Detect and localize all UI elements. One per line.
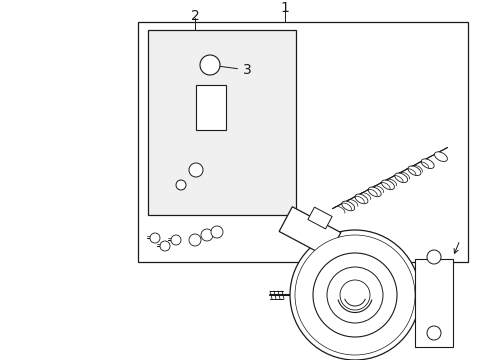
Ellipse shape — [382, 180, 394, 190]
Polygon shape — [279, 207, 341, 257]
Circle shape — [201, 229, 213, 241]
Circle shape — [290, 230, 420, 360]
Ellipse shape — [408, 166, 421, 176]
Circle shape — [171, 235, 181, 245]
Bar — [415, 259, 453, 347]
Polygon shape — [308, 207, 332, 229]
Bar — [138, 22, 468, 262]
Ellipse shape — [342, 201, 355, 211]
Circle shape — [176, 180, 186, 190]
Circle shape — [150, 233, 160, 243]
Circle shape — [427, 250, 441, 264]
Circle shape — [189, 163, 203, 177]
Circle shape — [189, 234, 201, 246]
Ellipse shape — [395, 173, 408, 183]
Bar — [196, 85, 226, 130]
Circle shape — [327, 267, 383, 323]
Ellipse shape — [421, 159, 434, 168]
Circle shape — [427, 326, 441, 340]
Circle shape — [295, 235, 415, 355]
Ellipse shape — [435, 152, 447, 162]
Circle shape — [340, 280, 370, 310]
Text: 2: 2 — [191, 9, 199, 23]
Text: 1: 1 — [281, 1, 290, 15]
Circle shape — [200, 55, 220, 75]
Bar — [148, 30, 296, 215]
Ellipse shape — [368, 187, 381, 197]
Circle shape — [313, 253, 397, 337]
Circle shape — [211, 226, 223, 238]
Ellipse shape — [355, 194, 368, 204]
Text: 3: 3 — [214, 63, 252, 77]
Circle shape — [160, 241, 170, 251]
